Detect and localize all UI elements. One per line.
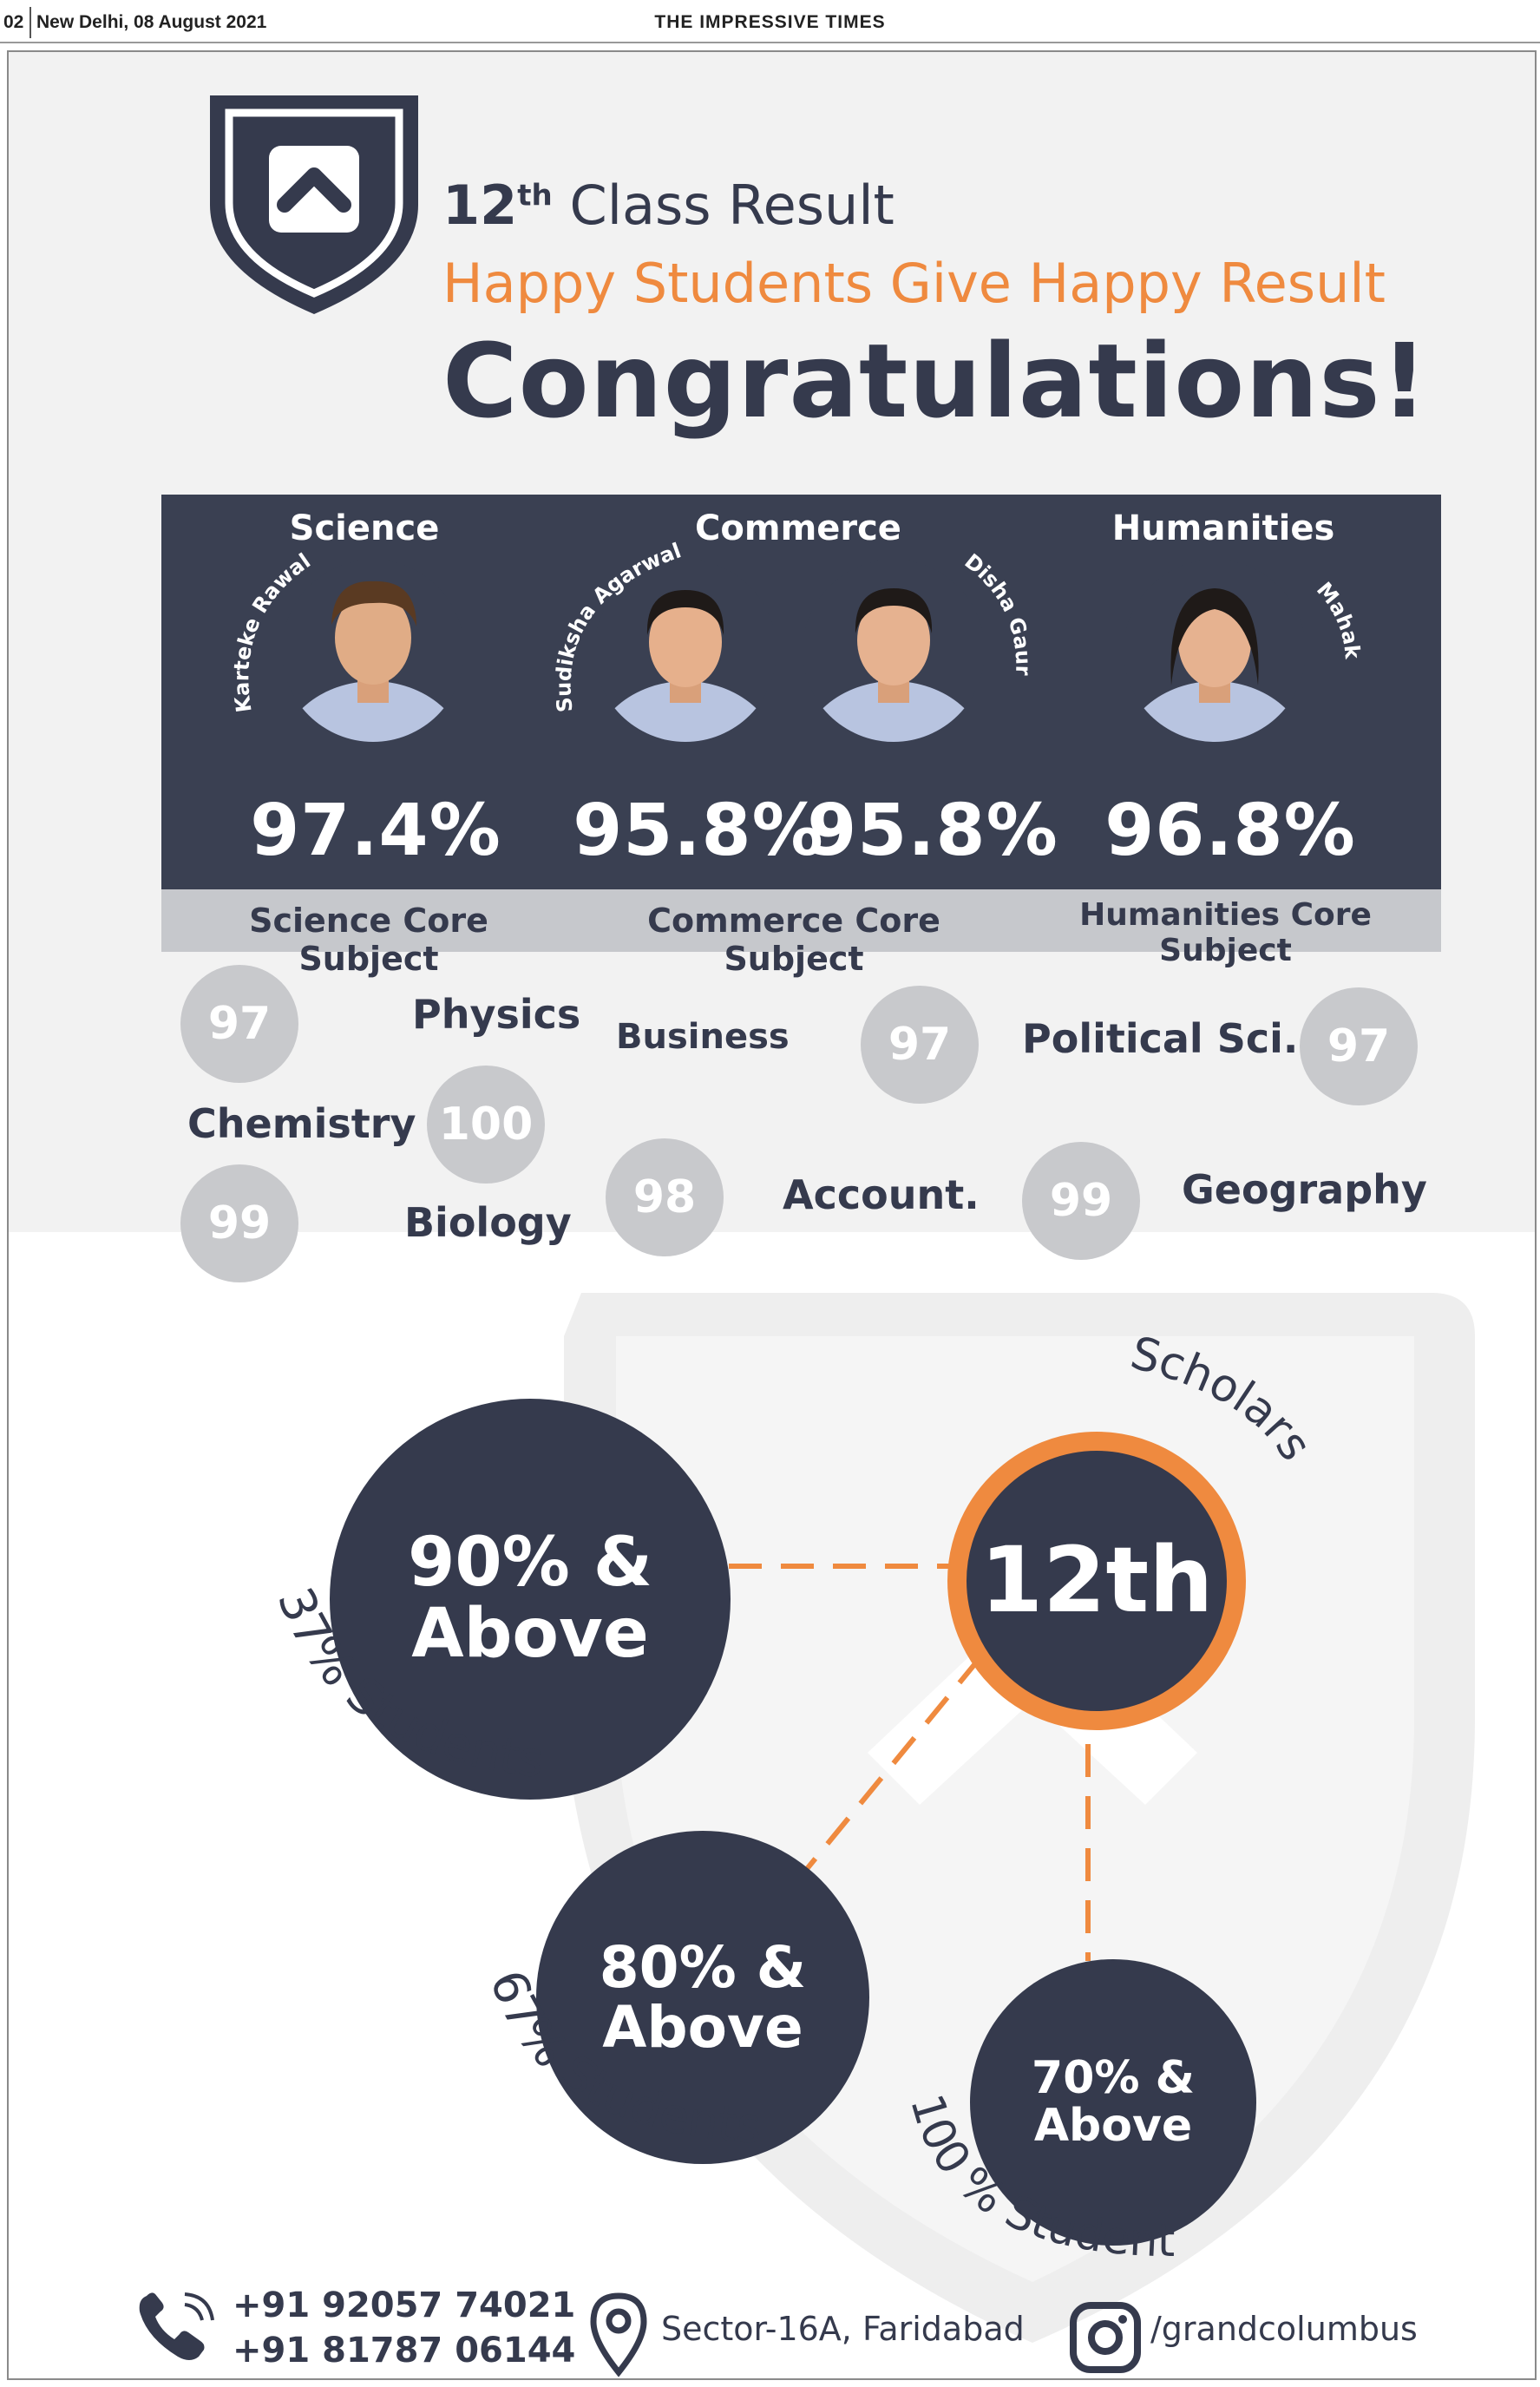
caption-67-students: 67% Students bbox=[478, 1963, 763, 2155]
stat-arc-captions: Scholars 37% Students 67% Students 100 %… bbox=[9, 1267, 1321, 2267]
subject-geography: Geography bbox=[1182, 1166, 1427, 1213]
percent-sudiksha: 95.8% bbox=[573, 790, 824, 872]
humanities-label: Humanities bbox=[1111, 508, 1335, 548]
bubble-12th-label: 12th bbox=[980, 1527, 1214, 1634]
stat-connectors bbox=[729, 1564, 1091, 1961]
bubble-70-line1: 70% & bbox=[1032, 2052, 1195, 2105]
bubble-90-line1: 90% & bbox=[408, 1524, 652, 1603]
headline: Congratulations! bbox=[442, 321, 1429, 441]
name-arc-karteke: Karteke Rawal bbox=[229, 548, 315, 714]
student-name-disha: Disha Gaur bbox=[960, 549, 1036, 676]
score-physics: 97 bbox=[180, 965, 298, 1083]
percent-mahak: 96.8% bbox=[1104, 790, 1356, 872]
svg-text:100 % Students: 100 % Students bbox=[9, 1267, 1175, 2267]
svg-text:Disha Gaur: Disha Gaur bbox=[960, 549, 1036, 676]
title-number: 12 bbox=[442, 174, 518, 237]
science-core-label: Science Core Subject bbox=[249, 902, 488, 978]
score-business: 97 bbox=[861, 986, 979, 1104]
percent-karteke: 97.4% bbox=[250, 790, 501, 872]
subject-political-science: Political Sci. bbox=[1022, 1015, 1299, 1062]
caption-100-students: 100 % Students bbox=[9, 1267, 1175, 2267]
location-pin-icon bbox=[590, 2292, 647, 2377]
newspaper-header bbox=[0, 0, 1540, 43]
tagline: Happy Students Give Happy Result bbox=[442, 252, 1386, 315]
science-label: Science bbox=[289, 508, 440, 548]
score-political-science: 97 bbox=[1300, 987, 1418, 1105]
header-divider bbox=[29, 7, 31, 38]
subject-biology: Biology bbox=[404, 1199, 572, 1246]
percent-disha: 95.8% bbox=[807, 790, 1058, 872]
instagram-handle[interactable]: /grandcolumbus bbox=[1150, 2310, 1418, 2348]
advert-frame: 12th Class Result Happy Students Give Ha… bbox=[7, 50, 1537, 2380]
subject-business: Business bbox=[616, 1017, 790, 1057]
bubble-80-above: 80% & Above bbox=[536, 1831, 869, 2164]
school-shield-logo bbox=[210, 95, 418, 314]
student-photo-karteke bbox=[282, 560, 464, 742]
core-subject-band bbox=[161, 889, 1441, 952]
student-name-karteke: Karteke Rawal bbox=[229, 548, 315, 714]
date-line: New Delhi, 08 August 2021 bbox=[36, 12, 267, 32]
commerce-core-label: Commerce Core Subject bbox=[647, 902, 940, 978]
page-number: 02 bbox=[3, 12, 24, 32]
subject-physics: Physics bbox=[412, 991, 581, 1038]
student-photo-sudiksha bbox=[594, 560, 777, 742]
phone-number-2[interactable]: +91 81787 06144 bbox=[233, 2331, 576, 2371]
bubble-80-line1: 80% & bbox=[599, 1933, 807, 2001]
name-arc-sudiksha: Sudiksha Agarwal bbox=[552, 538, 685, 713]
svg-text:Sudiksha Agarwal: Sudiksha Agarwal bbox=[552, 538, 685, 713]
instagram-icon bbox=[1070, 2302, 1141, 2373]
humanities-core-label: Humanities Core Subject bbox=[1079, 897, 1372, 968]
phone-number-1[interactable]: +91 92057 74021 bbox=[233, 2285, 576, 2325]
phone-icon bbox=[139, 2292, 214, 2360]
student-name-mahak: Mahak bbox=[1312, 578, 1365, 661]
score-biology: 99 bbox=[180, 1164, 298, 1282]
newspaper-name: THE IMPRESSIVE TIMES bbox=[654, 12, 886, 32]
score-geography: 99 bbox=[1022, 1142, 1140, 1260]
svg-text:Scholars: Scholars bbox=[1125, 1327, 1321, 1470]
bubble-90-line2: Above bbox=[411, 1595, 649, 1673]
title-rest: Class Result bbox=[552, 174, 895, 237]
bubble-80-line2: Above bbox=[602, 1994, 803, 2061]
address: Sector-16A, Faridabad bbox=[661, 2310, 1025, 2348]
subject-accountancy: Account. bbox=[783, 1171, 980, 1218]
caption-37-students: 37% Students bbox=[266, 1580, 547, 1789]
class-result-title: 12th Class Result bbox=[442, 174, 895, 237]
svg-text:67% Students: 67% Students bbox=[478, 1963, 763, 2155]
svg-text:Karteke Rawal: Karteke Rawal bbox=[229, 548, 315, 714]
svg-text:Mahak: Mahak bbox=[1312, 578, 1365, 661]
student-photo-disha bbox=[803, 560, 985, 742]
title-superscript: th bbox=[517, 178, 553, 213]
score-accountancy: 98 bbox=[606, 1138, 724, 1256]
subject-chemistry: Chemistry bbox=[187, 1100, 416, 1147]
bubble-90-above: 90% & Above bbox=[330, 1399, 731, 1800]
svg-text:37% Students: 37% Students bbox=[266, 1580, 547, 1789]
student-name-sudiksha: Sudiksha Agarwal bbox=[552, 538, 685, 713]
name-arc-mahak: Mahak bbox=[1312, 578, 1365, 661]
bubble-70-above: 70% & Above bbox=[970, 1959, 1256, 2246]
commerce-label: Commerce bbox=[695, 508, 901, 548]
bubble-70-line2: Above bbox=[1033, 2100, 1193, 2152]
scholars-caption: Scholars bbox=[1125, 1327, 1321, 1470]
name-arc-disha: Disha Gaur bbox=[960, 549, 1036, 676]
student-photo-mahak bbox=[1124, 560, 1306, 742]
score-chemistry: 100 bbox=[427, 1066, 545, 1184]
